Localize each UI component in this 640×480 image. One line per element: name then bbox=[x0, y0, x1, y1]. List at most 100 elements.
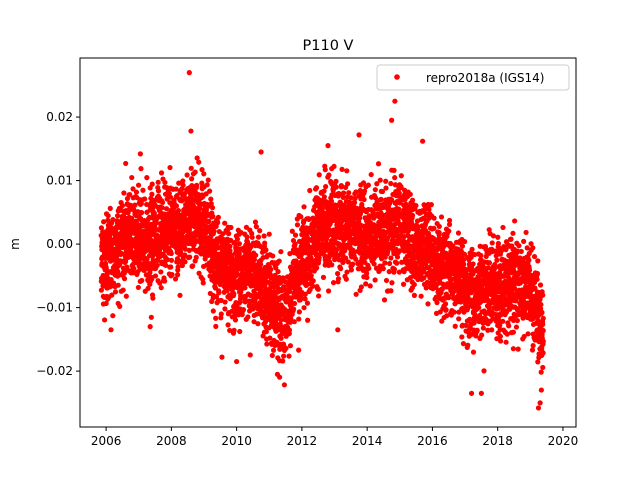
data-point bbox=[420, 138, 426, 144]
data-point bbox=[386, 269, 392, 275]
data-point bbox=[513, 324, 520, 330]
data-point bbox=[336, 257, 342, 263]
data-point bbox=[168, 257, 175, 263]
data-point bbox=[138, 210, 145, 216]
data-point bbox=[186, 247, 192, 253]
legend-label: repro2018a (IGS14) bbox=[426, 71, 544, 85]
data-point bbox=[329, 262, 335, 268]
data-point bbox=[537, 400, 543, 406]
data-point bbox=[149, 181, 155, 187]
data-point bbox=[287, 343, 294, 349]
data-point bbox=[489, 327, 495, 333]
data-point bbox=[242, 285, 248, 291]
data-point bbox=[397, 248, 403, 254]
data-point bbox=[335, 271, 341, 277]
data-point bbox=[200, 280, 206, 286]
data-point bbox=[158, 170, 165, 176]
data-point bbox=[205, 177, 211, 183]
data-point bbox=[470, 261, 476, 267]
data-point bbox=[434, 299, 440, 306]
data-point bbox=[444, 313, 450, 319]
data-point bbox=[173, 203, 180, 209]
data-point bbox=[535, 359, 541, 365]
data-point bbox=[308, 273, 314, 279]
data-point bbox=[147, 324, 153, 330]
data-point bbox=[159, 239, 165, 246]
data-point bbox=[258, 149, 264, 155]
data-point bbox=[331, 163, 337, 170]
data-point bbox=[197, 206, 203, 212]
data-point bbox=[117, 303, 123, 309]
data-point bbox=[540, 315, 546, 322]
data-point bbox=[452, 323, 458, 329]
data-point bbox=[240, 307, 247, 313]
data-point bbox=[115, 282, 121, 288]
x-tick-label: 2020 bbox=[548, 434, 579, 448]
data-point bbox=[496, 277, 502, 283]
data-point bbox=[335, 327, 341, 333]
data-point bbox=[281, 353, 287, 359]
data-point bbox=[540, 321, 546, 327]
data-point bbox=[120, 287, 126, 293]
data-point bbox=[98, 287, 104, 293]
y-tick-label: −0.01 bbox=[36, 301, 73, 315]
data-point bbox=[304, 300, 311, 306]
data-point bbox=[159, 199, 166, 206]
data-point bbox=[278, 335, 284, 341]
data-point bbox=[538, 301, 544, 308]
data-point bbox=[513, 298, 519, 304]
legend: repro2018a (IGS14) bbox=[376, 64, 570, 91]
data-point bbox=[182, 246, 188, 252]
data-point bbox=[463, 322, 469, 329]
data-point bbox=[361, 188, 368, 194]
x-tick-label: 2006 bbox=[91, 434, 122, 448]
data-point bbox=[325, 288, 332, 294]
data-point bbox=[236, 251, 242, 257]
data-point bbox=[234, 358, 240, 365]
data-point bbox=[154, 262, 160, 268]
data-point bbox=[169, 272, 175, 278]
data-point bbox=[281, 382, 288, 388]
data-point bbox=[540, 292, 546, 298]
data-point bbox=[154, 257, 161, 264]
y-tick-label: −0.02 bbox=[36, 364, 73, 378]
y-tick-label: 0.00 bbox=[46, 237, 73, 251]
data-point bbox=[289, 295, 295, 301]
data-point bbox=[123, 160, 129, 167]
data-point bbox=[364, 270, 370, 277]
data-point bbox=[467, 316, 473, 322]
data-point bbox=[491, 266, 497, 272]
data-point bbox=[291, 300, 298, 307]
data-point bbox=[526, 267, 533, 273]
data-point bbox=[367, 283, 373, 289]
data-point bbox=[323, 183, 329, 190]
data-point bbox=[538, 387, 544, 393]
data-point bbox=[510, 346, 516, 352]
data-point bbox=[431, 215, 437, 221]
data-point bbox=[426, 206, 432, 213]
data-point bbox=[391, 167, 397, 173]
data-point bbox=[529, 347, 536, 353]
data-point bbox=[172, 276, 179, 282]
data-point bbox=[121, 190, 127, 196]
data-point bbox=[353, 256, 359, 262]
data-point bbox=[338, 266, 344, 272]
data-point bbox=[268, 267, 274, 273]
data-point bbox=[371, 261, 377, 267]
data-point bbox=[194, 155, 200, 161]
data-point bbox=[222, 220, 228, 226]
data-point bbox=[398, 173, 404, 179]
data-point bbox=[316, 172, 322, 178]
data-point bbox=[374, 181, 380, 187]
data-point bbox=[372, 277, 378, 283]
data-point bbox=[315, 286, 321, 292]
data-point bbox=[286, 289, 293, 295]
data-point bbox=[503, 339, 509, 345]
data-point bbox=[306, 216, 312, 222]
y-tick-label: 0.01 bbox=[46, 174, 73, 188]
data-point bbox=[425, 301, 431, 307]
data-point bbox=[350, 261, 356, 267]
data-point bbox=[344, 181, 351, 187]
data-point bbox=[383, 277, 390, 284]
data-point bbox=[213, 315, 219, 321]
